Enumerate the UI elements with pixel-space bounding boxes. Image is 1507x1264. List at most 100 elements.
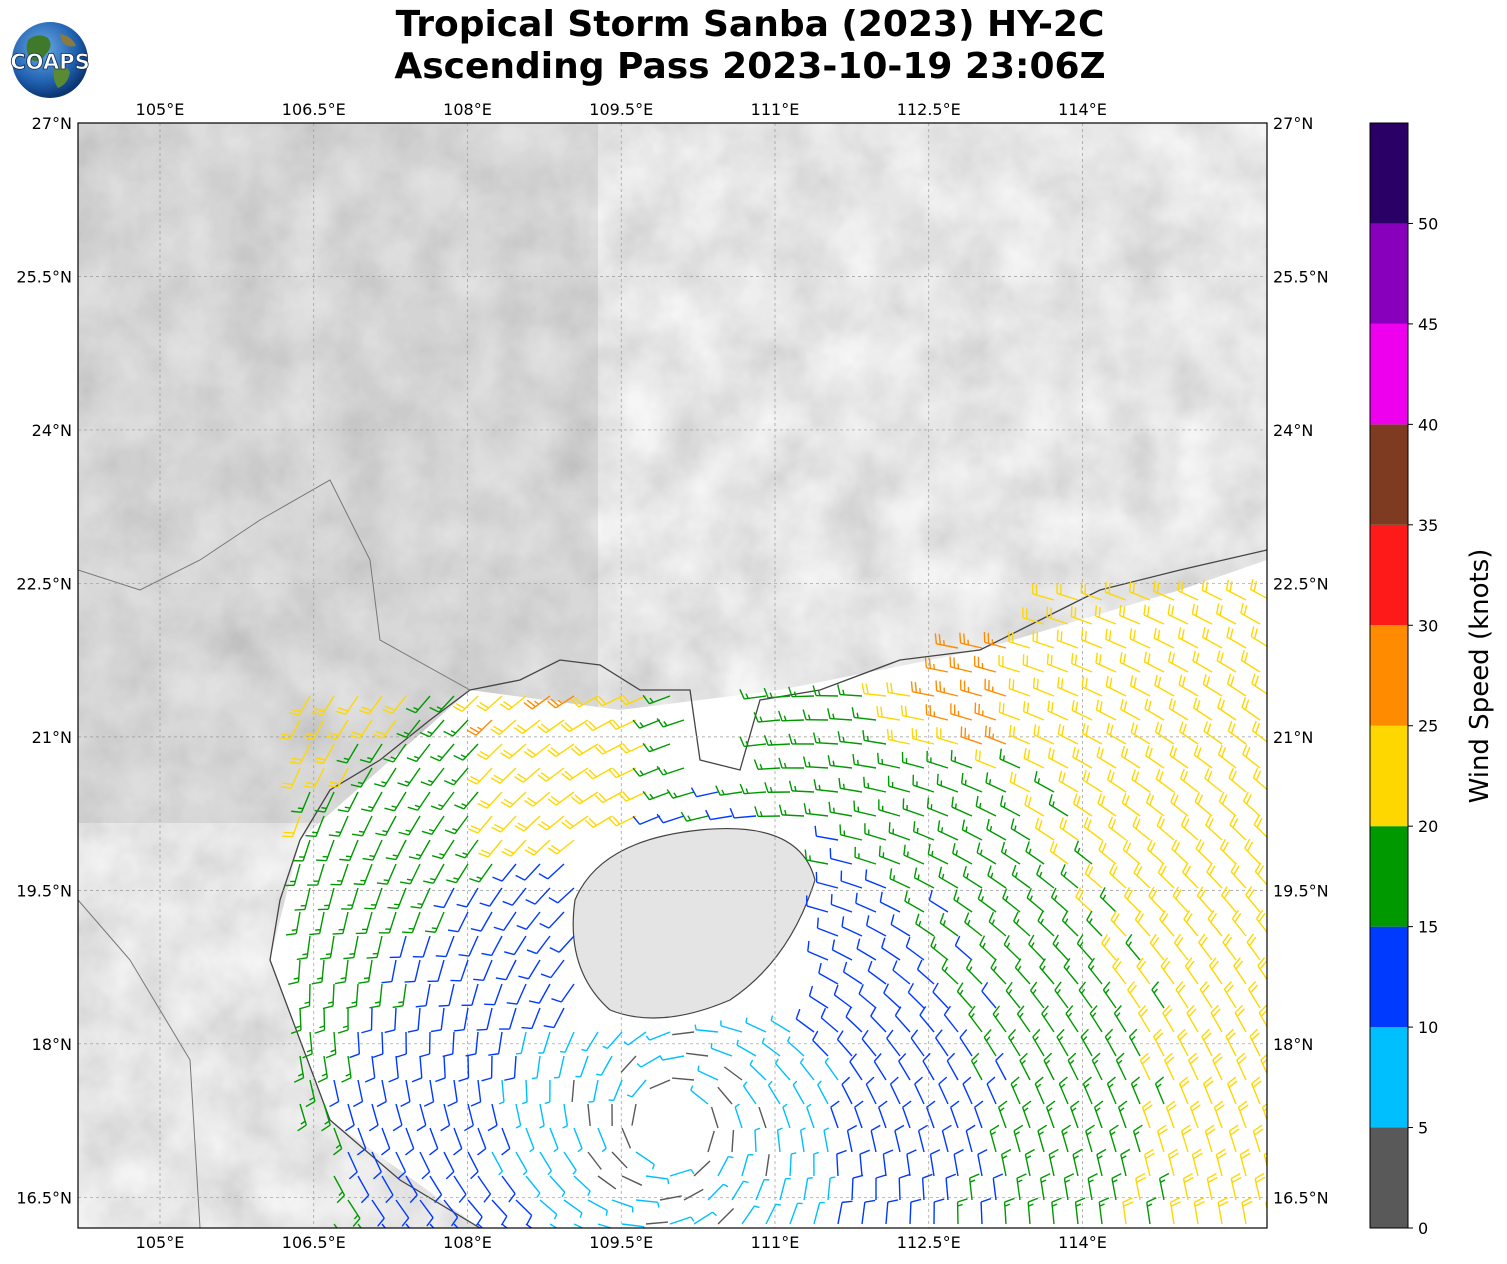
wind-barb bbox=[1219, 838, 1237, 865]
wind-barb bbox=[925, 704, 949, 721]
wind-barb bbox=[962, 1076, 973, 1105]
wind-barb bbox=[291, 791, 311, 814]
wind-barb bbox=[1254, 862, 1267, 886]
wind-barb bbox=[753, 712, 781, 723]
wind-barb bbox=[865, 915, 887, 937]
wind-barb bbox=[960, 726, 983, 745]
wind-barb bbox=[1081, 723, 1103, 745]
wind-barb bbox=[910, 1029, 925, 1057]
wind-barb bbox=[936, 727, 959, 745]
wind-barb bbox=[1246, 933, 1261, 961]
wind-barb bbox=[1195, 839, 1213, 865]
colorbar-tick-label: 40 bbox=[1418, 415, 1438, 434]
wind-barb bbox=[1041, 1005, 1055, 1033]
wind-barb bbox=[1117, 1100, 1128, 1129]
wind-barb bbox=[1146, 1197, 1157, 1225]
wind-barb bbox=[1206, 862, 1223, 889]
wind-barb bbox=[999, 748, 1021, 769]
wind-barb bbox=[1127, 981, 1141, 1009]
wind-barb bbox=[917, 1124, 928, 1153]
wind-barb bbox=[597, 1223, 614, 1228]
wind-barb bbox=[561, 719, 589, 733]
wind-barb bbox=[1145, 792, 1165, 817]
wind-barb bbox=[597, 1127, 607, 1153]
wind-barb bbox=[1113, 1005, 1127, 1033]
wind-barb bbox=[547, 791, 575, 806]
wind-barb bbox=[570, 695, 599, 708]
wind-barb bbox=[1067, 1052, 1079, 1081]
wind-barb bbox=[858, 984, 877, 1009]
wind-barb bbox=[282, 815, 301, 838]
wind-barb bbox=[453, 1007, 469, 1032]
wind-barb bbox=[631, 1103, 637, 1126]
wind-barb bbox=[997, 1100, 1008, 1129]
lat-tick-label: 18°N bbox=[1273, 1035, 1313, 1054]
wind-barb bbox=[1000, 841, 1021, 865]
wind-barb bbox=[500, 791, 527, 808]
wind-barb bbox=[690, 1085, 709, 1105]
colorbar-bin bbox=[1370, 1127, 1408, 1228]
wind-barb bbox=[807, 940, 829, 961]
lon-tick-label: 106.5°E bbox=[282, 1233, 346, 1252]
colorbar-tick-label: 25 bbox=[1418, 717, 1438, 736]
wind-barb bbox=[1098, 1197, 1110, 1225]
wind-barb bbox=[1032, 677, 1055, 697]
wind-barb bbox=[549, 1175, 566, 1198]
wind-barb bbox=[317, 887, 335, 911]
wind-barb bbox=[976, 842, 997, 865]
wind-barb bbox=[863, 776, 887, 793]
wind-barb bbox=[1047, 747, 1069, 769]
wind-barb bbox=[573, 1175, 591, 1196]
wind-barb bbox=[336, 743, 359, 764]
wind-barb bbox=[861, 1199, 876, 1225]
wind-barb bbox=[824, 1057, 839, 1081]
wind-barb bbox=[389, 935, 407, 959]
wind-barb bbox=[710, 1043, 733, 1057]
wind-barb bbox=[736, 1039, 757, 1057]
wind-barb bbox=[813, 1151, 820, 1177]
wind-barb bbox=[1037, 911, 1055, 937]
gridlines bbox=[78, 123, 1267, 1228]
wind-barb bbox=[1086, 910, 1103, 937]
wind-barb bbox=[739, 689, 767, 700]
wind-barb bbox=[623, 1031, 647, 1046]
wind-barb bbox=[1093, 1100, 1104, 1129]
colorbar: 0 5 10 15 20 25 30 35 40 45 50 bbox=[1369, 122, 1438, 1238]
wind-barb bbox=[1192, 697, 1213, 721]
wind-barb bbox=[965, 958, 983, 985]
wind-barb bbox=[1026, 887, 1045, 913]
wind-barb bbox=[1202, 674, 1223, 697]
wind-barb bbox=[315, 839, 335, 862]
wind-barb bbox=[1239, 1148, 1251, 1177]
wind-barb bbox=[739, 783, 767, 795]
wind-barb bbox=[1070, 606, 1093, 625]
wind-barb bbox=[841, 916, 863, 937]
wind-barb bbox=[1169, 745, 1189, 769]
wind-barb bbox=[443, 719, 469, 737]
wind-barb bbox=[979, 935, 997, 961]
wind-barb bbox=[446, 863, 469, 884]
wind-barb bbox=[1080, 629, 1103, 649]
wind-barb bbox=[818, 962, 839, 985]
wind-barb bbox=[1177, 1028, 1189, 1057]
wind-barb bbox=[458, 1055, 470, 1082]
lon-tick-label: 109.5°E bbox=[589, 1233, 653, 1252]
wind-barb bbox=[986, 1076, 997, 1105]
wind-barb bbox=[358, 959, 373, 984]
wind-barb bbox=[882, 1149, 894, 1177]
wind-barb bbox=[543, 1007, 565, 1029]
wind-barb bbox=[1182, 1172, 1194, 1201]
colorbar-tick-label: 30 bbox=[1418, 616, 1438, 635]
wind-barb bbox=[515, 1199, 533, 1225]
wind-barb bbox=[1013, 1124, 1024, 1153]
wind-barb bbox=[861, 683, 887, 697]
wind-barb bbox=[642, 694, 671, 705]
wind-barb bbox=[1078, 981, 1093, 1009]
wind-barb bbox=[433, 887, 455, 909]
wind-barb bbox=[777, 710, 805, 722]
wind-barb bbox=[656, 813, 685, 824]
wind-barb bbox=[490, 719, 517, 736]
wind-barb bbox=[573, 1127, 583, 1153]
wind-barb bbox=[423, 863, 445, 884]
